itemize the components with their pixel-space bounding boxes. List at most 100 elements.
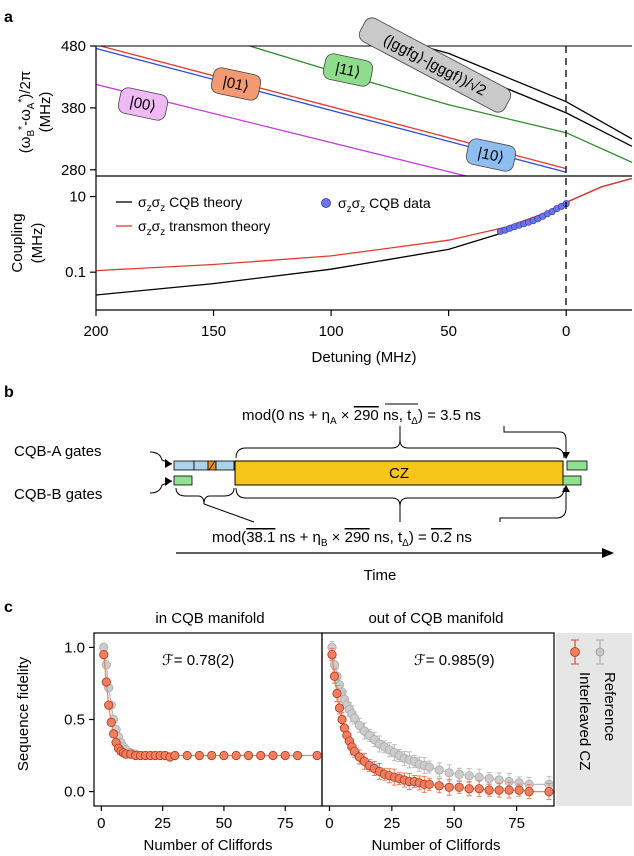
- interleaved-point: [524, 786, 534, 797]
- interleaved-point: [514, 785, 524, 795]
- panel-b-pulse-diagram: CQB-A gates CQB-B gates CZ mod(0 ns + ηA…: [14, 403, 614, 584]
- c-xtick-label: 0: [325, 815, 333, 832]
- interleaved-point: [256, 750, 266, 761]
- reference-point: [101, 660, 111, 670]
- a-bottom-xlabel: Detuning (MHz): [311, 349, 416, 366]
- a-top-line-5: [419, 46, 632, 140]
- a-bottom-ytick-label: 10: [69, 189, 86, 206]
- c-right-frame: [321, 632, 555, 807]
- a-top-ylabel-unit: (MHz): [37, 92, 54, 133]
- c-right-fidelity: ℱ= 0.985(9): [414, 652, 495, 669]
- gate-b-1: [173, 475, 193, 486]
- reference-point: [464, 771, 474, 781]
- c-ytick-label: 0.5: [64, 712, 85, 729]
- interleaved-point: [106, 717, 116, 728]
- interleaved-point: [349, 746, 359, 756]
- gate-a-3: [215, 460, 235, 471]
- interleaved-point: [170, 750, 180, 761]
- legend-cqb-theory: σzσz CQB theory: [138, 194, 242, 214]
- c-xtick-label: 25: [384, 815, 401, 832]
- c-xtick-label: 50: [216, 815, 233, 832]
- a-bottom-ylabel-1: Coupling: [9, 213, 26, 272]
- interleaved-point: [504, 785, 514, 795]
- interleaved-point: [334, 703, 345, 713]
- a-bottom-ylabel-2: (MHz): [29, 223, 46, 264]
- reference-point: [434, 765, 444, 775]
- state-label-text: |10⟩: [476, 144, 505, 166]
- interleaved-point: [231, 750, 241, 761]
- interleaved-point: [182, 750, 192, 761]
- arrow-b: [149, 480, 173, 494]
- reference-point: [424, 762, 434, 772]
- c-legend-box: [556, 633, 632, 806]
- arrow-a: [149, 451, 173, 465]
- cqb-b-gates-label: CQB-B gates: [14, 486, 102, 503]
- a-top-line-3: [247, 46, 632, 163]
- gate-b-right: [562, 475, 582, 486]
- interleaved-point: [312, 750, 322, 761]
- reference-point: [474, 772, 484, 782]
- a-top-ytick-label: 380: [61, 100, 86, 117]
- interleaved-point: [434, 781, 444, 791]
- reference-point: [454, 769, 464, 779]
- top-formula: mod(0 ns + ηA × 290 ns, tΔ) = 3.5 ns: [242, 407, 481, 427]
- c-xtick-label: 25: [154, 815, 171, 832]
- state-label-text: |01⟩: [221, 73, 250, 95]
- c-right-title: out of CQB manifold: [368, 610, 503, 627]
- reference-point: [444, 768, 454, 778]
- gate-a-right: [566, 460, 588, 471]
- a-bottom-legend: σzσz CQB theory σzσz transmon theory σzσ…: [116, 194, 431, 238]
- cqb-a-gates-label: CQB-A gates: [14, 443, 102, 460]
- interleaved-point: [464, 784, 474, 794]
- interleaved-point: [99, 649, 109, 660]
- interleaved-point: [327, 649, 337, 660]
- legend-cqb-data: σzσz CQB data: [338, 195, 431, 215]
- interleaved-point: [109, 729, 119, 739]
- bottom-brace-small: [175, 487, 235, 505]
- c-ytick-label: 0.0: [64, 784, 85, 801]
- interleaved-point: [243, 750, 254, 761]
- a-bottom-xtick-label: 100: [319, 323, 344, 340]
- state-label-0: |00⟩: [117, 87, 169, 121]
- legend-interleaved: Interleaved CZ: [576, 672, 593, 770]
- interleaved-point: [484, 785, 494, 795]
- legend-transmon-theory: σzσz transmon theory: [138, 218, 270, 238]
- bottom-formula: mod(38.1 ns + ηB × 290 ns, tΔ) = 0.2 ns: [212, 529, 472, 549]
- c-right-xlabel: Number of Cliffords: [372, 837, 501, 854]
- reference-point: [354, 720, 364, 730]
- interleaved-point: [292, 750, 303, 761]
- state-label-text: |00⟩: [128, 93, 157, 115]
- a-bottom-ytick-label: 0.1: [65, 264, 86, 281]
- a-top-line-0: [96, 83, 469, 176]
- c-left-xlabel: Number of Cliffords: [144, 837, 273, 854]
- interleaved-point: [268, 750, 278, 761]
- c-xtick-label: 75: [277, 815, 294, 832]
- a-bottom-xtick-label: 150: [201, 323, 226, 340]
- interleaved-point: [280, 750, 290, 761]
- interleaved-point: [454, 782, 464, 792]
- cz-pulse: [234, 460, 564, 486]
- gate-a-2: [193, 460, 209, 471]
- c-xtick-label: 75: [508, 815, 525, 832]
- interleaved-point: [544, 786, 554, 797]
- interleaved-point: [104, 700, 114, 710]
- legend-reference: Reference: [601, 672, 618, 741]
- top-brace: [235, 439, 565, 459]
- interleaved-point: [101, 677, 111, 687]
- state-label-4: (|ggfg⟩-|gggf⟩)/√2: [358, 17, 512, 113]
- panel-label-b: b: [4, 384, 14, 401]
- c-xtick-label: 50: [446, 815, 463, 832]
- c-legend: Reference Interleaved CZ: [570, 639, 618, 770]
- a-bottom-xtick-label: 0: [562, 323, 570, 340]
- a-top-ylabel: (ωB*-ωA*)/2π: [17, 71, 37, 153]
- interleaved-point: [494, 785, 504, 795]
- cLeft-fit-1: [103, 654, 318, 758]
- panel-a-bottom-plot: 0.1 10 200 150 100 50 0 Coupling (MHz) Detunin…: [9, 46, 632, 366]
- gate-a-1: [173, 460, 195, 471]
- a-top-ytick-label: 480: [61, 38, 86, 55]
- c-xtick-label: 0: [97, 815, 105, 832]
- time-label: Time: [364, 567, 397, 584]
- reference-point: [329, 660, 340, 670]
- panel-c-rb: in CQB manifold out of CQB manifold 0 25 5…: [15, 610, 632, 854]
